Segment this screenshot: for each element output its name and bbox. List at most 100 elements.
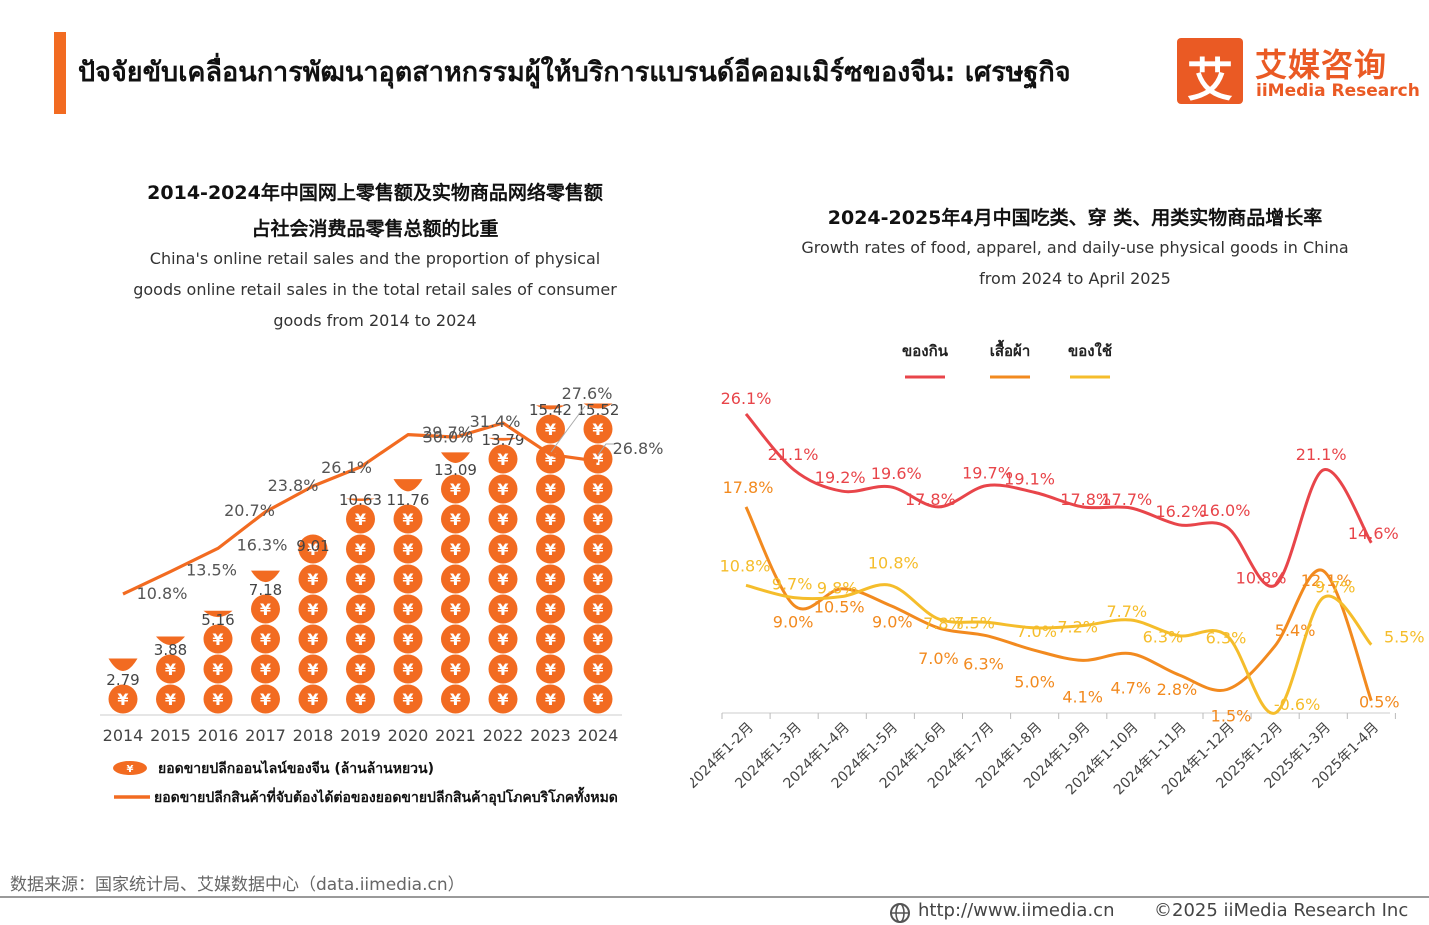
coin xyxy=(393,594,423,624)
coin xyxy=(536,534,565,564)
coin-stack-2019: ¥ ¥ ¥ ¥ ¥ ¥ ¥ xyxy=(346,498,375,714)
coin-yen: ¥ xyxy=(402,600,413,619)
line-label: 16.3% xyxy=(237,535,288,554)
bar-label: 10.63 xyxy=(339,491,382,509)
line-label: 20.7% xyxy=(224,501,275,520)
coin xyxy=(156,654,185,684)
coin xyxy=(488,594,518,624)
coin xyxy=(583,564,613,594)
coin-yen: ¥ xyxy=(545,570,556,589)
footer-divider xyxy=(0,896,1429,898)
line-label: 27.6% xyxy=(562,384,613,403)
coin-yen: ¥ xyxy=(450,540,461,559)
coin xyxy=(156,684,185,714)
iimedia-logo: 艾 艾媒咨询 iiMedia Research xyxy=(1177,38,1420,107)
coin xyxy=(488,504,518,534)
coin-partial xyxy=(346,498,375,501)
x-tick-label: 2018 xyxy=(293,726,334,745)
line-label: 26.8% xyxy=(613,439,664,458)
legend-label: ของกิน xyxy=(902,342,949,360)
line-label: 10.8% xyxy=(137,584,188,603)
coin xyxy=(583,414,613,444)
coin-yen: ¥ xyxy=(450,660,461,679)
coin-yen: ¥ xyxy=(450,510,461,529)
left-chart-title-cn-1: 2014-2024年中国网上零售额及实物商品网络零售额 xyxy=(147,182,603,204)
coin xyxy=(441,594,470,624)
coin-yen: ¥ xyxy=(497,660,508,679)
coin xyxy=(346,654,375,684)
left-chart-title-en-2: goods online retail sales in the total r… xyxy=(133,280,617,299)
left-chart: ¥2.792014¥¥3.882015¥¥¥5.162016¥¥¥¥7.1820… xyxy=(100,384,664,745)
leader-line xyxy=(550,405,586,453)
coin-yen: ¥ xyxy=(307,690,318,709)
data-label: 26.1% xyxy=(721,389,772,408)
x-tick-label: 2023 xyxy=(530,726,571,745)
coin xyxy=(203,654,233,684)
coin-yen: ¥ xyxy=(307,660,318,679)
coin-yen: ¥ xyxy=(260,690,271,709)
logo-cn-text: 艾媒咨询 xyxy=(1255,46,1388,84)
coin xyxy=(583,624,613,654)
coin-partial xyxy=(203,610,233,618)
coin-yen: ¥ xyxy=(497,690,508,709)
coin-yen: ¥ xyxy=(307,630,318,649)
coin xyxy=(441,624,470,654)
coin xyxy=(583,534,613,564)
coin-stack-2018: ¥ ¥ ¥ ¥ ¥ ¥ xyxy=(298,534,328,714)
line-label: 30.0% xyxy=(423,428,474,447)
coin-yen: ¥ xyxy=(260,600,271,619)
coin xyxy=(536,474,565,504)
x-tick-label: 2019 xyxy=(340,726,381,745)
coin-stack-2023: ¥ ¥ ¥ ¥ ¥ ¥ ¥ ¥ ¥ ¥ xyxy=(536,405,565,714)
page-title: ปัจจัยขับเคลื่อนการพัฒนาอุตสาหกรรมผู้ให้… xyxy=(78,57,1071,88)
coin xyxy=(441,504,470,534)
coin-yen: ¥ xyxy=(545,450,556,469)
coin-yen: ¥ xyxy=(545,630,556,649)
daily-use-line xyxy=(745,583,1373,715)
data-label: 4.1% xyxy=(1062,687,1103,706)
logo-mark-text: 艾 xyxy=(1187,53,1233,107)
coin-yen: ¥ xyxy=(260,660,271,679)
coin-partial xyxy=(583,403,613,409)
coin-yen: ¥ xyxy=(355,600,366,619)
coin-yen: ¥ xyxy=(307,540,318,559)
data-label: -0.6% xyxy=(1274,695,1320,714)
coin-yen: ¥ xyxy=(212,660,223,679)
coin xyxy=(441,684,470,714)
data-label: 5.0% xyxy=(1014,672,1055,691)
left-chart-title-en-1: China's online retail sales and the prop… xyxy=(149,249,601,268)
data-label: 9.8% xyxy=(817,579,858,598)
coin-yen: ¥ xyxy=(497,510,508,529)
title-accent-bar xyxy=(54,32,66,114)
data-label: 12.1% xyxy=(1301,571,1352,590)
bar-label: 9.01 xyxy=(296,537,329,555)
x-tick-label: 2020 xyxy=(388,726,429,745)
bar-label: 5.16 xyxy=(201,611,234,629)
coin-yen: ¥ xyxy=(402,630,413,649)
line-label: 26.1% xyxy=(321,458,372,477)
coin-yen: ¥ xyxy=(402,690,413,709)
coin-partial xyxy=(536,405,565,410)
coin xyxy=(536,684,565,714)
data-label: 21.1% xyxy=(768,445,819,464)
footer-url[interactable]: http://www.iimedia.cn xyxy=(918,900,1115,921)
line-label: 31.4% xyxy=(470,412,521,431)
coin-yen: ¥ xyxy=(592,570,603,589)
coin xyxy=(346,624,375,654)
coin-yen: ¥ xyxy=(545,420,556,439)
data-label: 19.7% xyxy=(962,464,1013,483)
coin xyxy=(203,624,233,654)
coin xyxy=(441,534,470,564)
coin xyxy=(298,654,328,684)
bar-label: 13.09 xyxy=(434,461,477,479)
data-label: 10.8% xyxy=(1236,568,1287,587)
x-tick-label: 2014 xyxy=(103,726,144,745)
coin-partial xyxy=(488,437,518,441)
coin xyxy=(251,654,280,684)
coin xyxy=(393,654,423,684)
coin-yen: ¥ xyxy=(592,510,603,529)
proportion-line xyxy=(122,421,599,596)
coin xyxy=(536,624,565,654)
coin xyxy=(393,684,423,714)
bar-label: 3.88 xyxy=(154,641,187,659)
